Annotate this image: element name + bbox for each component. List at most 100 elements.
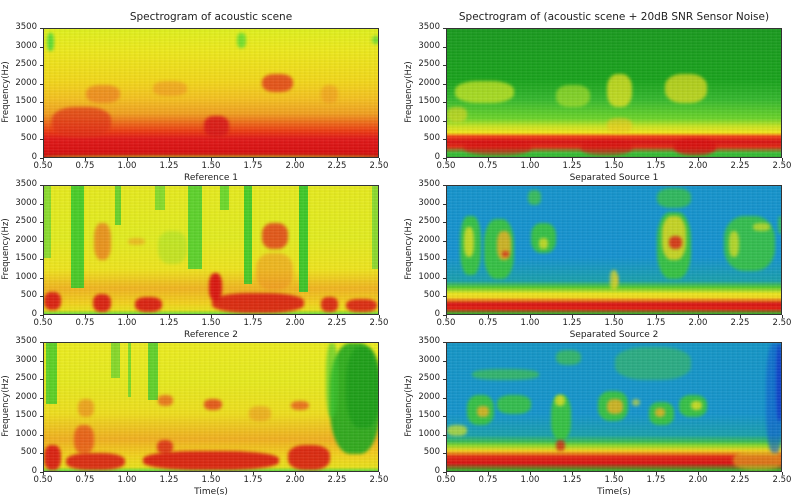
y-tick-mark	[40, 472, 43, 473]
x-tick-mark	[698, 158, 699, 161]
x-tick-label: 2.50	[772, 475, 792, 485]
energy-region	[74, 424, 95, 455]
x-tick-label: 0.75	[478, 161, 498, 171]
energy-region	[556, 350, 582, 366]
energy-region	[655, 408, 666, 418]
energy-region	[371, 36, 378, 44]
x-tick-mark	[656, 158, 657, 161]
y-tick-mark	[443, 296, 446, 298]
x-tick-label: 2.25	[327, 318, 347, 328]
y-tick-mark	[40, 28, 43, 29]
energy-region	[44, 445, 61, 471]
y-tick-mark	[40, 203, 43, 205]
y-tick-label: 2500	[15, 216, 37, 227]
x-tick-mark	[127, 158, 128, 161]
spectrogram-plot-area[interactable]	[446, 28, 782, 158]
x-tick-mark	[337, 158, 338, 161]
y-tick-mark	[443, 259, 446, 261]
energy-region	[346, 299, 377, 313]
y-tick-mark	[443, 102, 446, 104]
y-tick-label: 2000	[15, 77, 37, 88]
x-tick-mark	[572, 472, 573, 475]
y-tick-mark	[40, 453, 43, 455]
x-tick-label: 2.25	[327, 161, 347, 171]
energy-region	[463, 226, 474, 257]
x-tick-mark	[43, 158, 44, 161]
energy-region	[690, 400, 703, 410]
y-tick-mark	[443, 397, 446, 399]
y-tick-mark	[40, 259, 43, 261]
y-tick-label: 500	[423, 290, 440, 301]
y-tick-mark	[443, 222, 446, 224]
y-tick-label: 500	[20, 447, 37, 458]
spectral-gap-stripe	[371, 186, 378, 270]
energy-region	[502, 251, 510, 257]
energy-region	[615, 346, 691, 381]
spectrogram-plot-area[interactable]	[43, 28, 379, 158]
y-tick-label: 1000	[15, 428, 37, 439]
x-tick-mark	[85, 158, 86, 161]
y-tick-mark	[40, 315, 43, 316]
x-tick-label: 1.25	[562, 161, 582, 171]
x-tick-mark	[211, 158, 212, 161]
x-tick-label: 2.00	[285, 475, 305, 485]
y-tick-mark	[40, 379, 43, 381]
panel-title: Spectrogram of (acoustic scene + 20dB SN…	[458, 11, 770, 23]
energy-region	[556, 439, 565, 451]
x-tick-label: 2.50	[369, 161, 389, 171]
x-tick-mark	[169, 158, 170, 161]
x-tick-label: 0.75	[75, 318, 95, 328]
spectral-gap-stripe	[114, 186, 122, 225]
x-tick-label: 1.50	[604, 318, 624, 328]
energy-region	[732, 450, 781, 471]
energy-region	[447, 424, 468, 436]
y-tick-mark	[443, 434, 446, 436]
x-tick-label: 1.50	[201, 318, 221, 328]
x-tick-mark	[379, 472, 380, 475]
x-tick-label: 2.00	[285, 161, 305, 171]
y-tick-label: 1000	[418, 114, 440, 125]
spectrogram-plot-area[interactable]	[43, 185, 379, 315]
y-tick-label: 2500	[418, 373, 440, 384]
spectral-gap-stripe	[243, 186, 253, 285]
energy-region	[554, 395, 565, 407]
spectral-gap-stripe	[45, 343, 58, 405]
y-axis-label: Frequency(Hz)	[1, 218, 11, 280]
spectral-gap-stripe	[220, 186, 229, 210]
x-tick-mark	[337, 315, 338, 318]
energy-region	[657, 187, 691, 209]
spectral-gap-stripe	[148, 343, 159, 401]
spectrogram-plot-area[interactable]	[43, 342, 379, 472]
x-tick-mark	[488, 472, 489, 475]
y-tick-mark	[443, 360, 446, 362]
x-tick-label: 0.75	[478, 475, 498, 485]
y-tick-label: 1500	[418, 410, 440, 421]
x-tick-mark	[614, 315, 615, 318]
x-axis-label: Time(s)	[597, 487, 631, 497]
energy-region	[208, 273, 223, 302]
spectrogram-plot-area[interactable]	[446, 185, 782, 315]
x-tick-mark	[253, 158, 254, 161]
spectral-texture	[447, 186, 781, 314]
y-tick-mark	[40, 296, 43, 298]
x-tick-mark	[614, 472, 615, 475]
energy-region	[321, 84, 338, 104]
energy-region	[153, 81, 187, 96]
y-tick-mark	[443, 453, 446, 455]
energy-region	[776, 343, 781, 421]
x-tick-mark	[253, 472, 254, 475]
spectral-gap-stripe	[188, 186, 202, 270]
energy-region	[606, 73, 632, 107]
y-tick-label: 1000	[418, 271, 440, 282]
energy-region	[156, 439, 174, 455]
x-tick-mark	[782, 158, 783, 161]
x-tick-label: 0.75	[75, 161, 95, 171]
spectral-gap-stripe	[111, 343, 120, 379]
x-tick-mark	[782, 472, 783, 475]
y-tick-mark	[40, 83, 43, 85]
spectrogram-plot-area[interactable]	[446, 342, 782, 472]
x-tick-label: 1.75	[243, 475, 263, 485]
y-tick-label: 2500	[418, 216, 440, 227]
y-tick-label: 3500	[418, 336, 440, 346]
y-tick-label: 2000	[418, 234, 440, 245]
